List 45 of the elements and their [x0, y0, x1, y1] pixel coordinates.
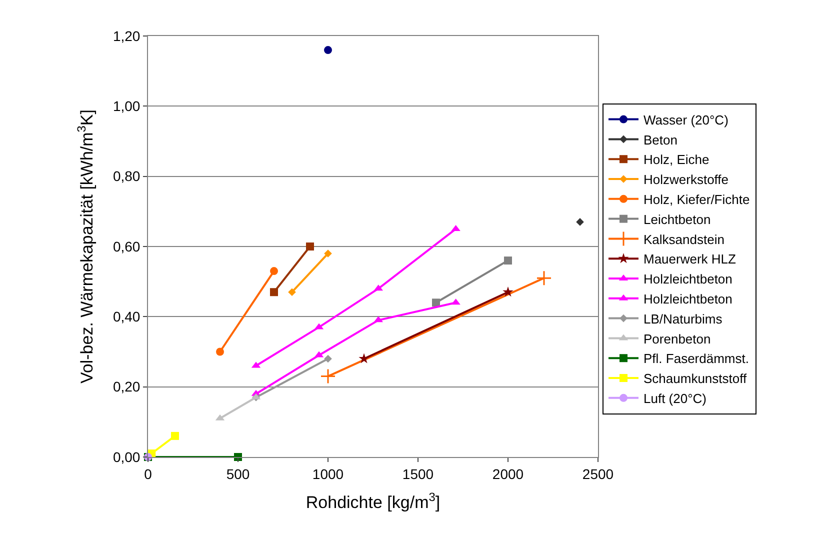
point [324, 354, 332, 363]
point [270, 288, 278, 296]
y-tick-label: 0,40 [112, 308, 140, 325]
legend-label: Luft (20°C) [644, 390, 707, 406]
y-tick-label: 0,00 [112, 448, 140, 465]
point [324, 46, 332, 54]
legend-label: Holz, Eiche [644, 152, 710, 168]
y-tick-label: 0,60 [112, 238, 140, 254]
legend-label: Wasser (20°C) [644, 112, 728, 128]
x-tick-label: 500 [226, 466, 250, 482]
point [216, 348, 224, 356]
point [324, 250, 332, 258]
legend-label: Holzleichtbeton [644, 272, 732, 287]
legend-label: Beton [644, 132, 678, 148]
legend-label: Leichtbeton [644, 212, 711, 227]
legend-label: Kalksandstein [644, 232, 724, 247]
point [576, 218, 584, 226]
point [270, 267, 278, 276]
point [432, 298, 440, 307]
legend-label: Pfl. Faserdämmst. [644, 351, 749, 366]
x-axis-title: Rohdichte [kg/m$^{3}$] [306, 490, 440, 512]
point [536, 270, 552, 286]
point [306, 242, 314, 250]
legend-label: Holzleichtbeton [644, 291, 732, 306]
y-tick-label: 1,20 [112, 28, 140, 44]
legend-label: Mauerwerk HLZ [644, 252, 736, 267]
x-tick-label: 1500 [402, 466, 434, 482]
x-tick-label: 2000 [492, 466, 524, 482]
point [502, 286, 514, 297]
point [504, 256, 512, 265]
y-tick-label: 0,80 [112, 168, 140, 184]
point [320, 368, 336, 384]
point [171, 432, 179, 440]
legend-label: Holz, Kiefer/Fichte [644, 192, 750, 207]
legend-label: Holzwerkstoffe [644, 172, 729, 188]
legend-label: Schaumkunststoff [644, 371, 747, 386]
point [288, 288, 296, 296]
legend-label: Porenbeton [644, 331, 711, 346]
y-tick-label: 0,20 [112, 378, 140, 395]
x-tick-label: 2500 [582, 466, 614, 482]
x-tick-label: 1000 [312, 466, 344, 482]
x-tick-label: 0 [144, 466, 152, 482]
point [358, 353, 370, 364]
y-tick-label: 1,00 [112, 98, 140, 114]
legend-label: LB/Naturbims [644, 311, 723, 326]
